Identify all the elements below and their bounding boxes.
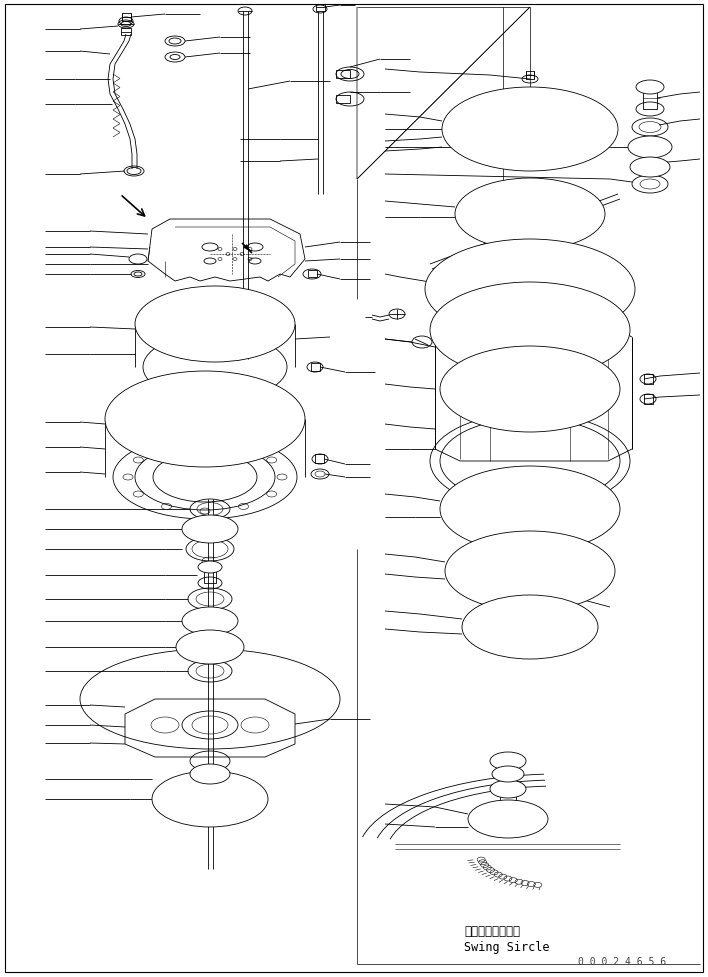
Ellipse shape (490, 781, 526, 798)
Ellipse shape (176, 630, 244, 664)
Ellipse shape (70, 645, 350, 754)
Text: 0 0 0 2 4 6 5 6: 0 0 0 2 4 6 5 6 (578, 956, 666, 966)
Bar (204, 568, 216, 583)
Bar (311, 363, 320, 371)
Ellipse shape (182, 608, 238, 635)
Bar (308, 271, 317, 277)
Bar (526, 72, 534, 80)
Ellipse shape (135, 329, 295, 405)
Ellipse shape (462, 595, 598, 659)
Text: スイングサークル: スイングサークル (464, 924, 520, 938)
Ellipse shape (468, 800, 548, 838)
Ellipse shape (152, 771, 268, 828)
Bar (644, 374, 653, 385)
Ellipse shape (105, 371, 305, 468)
Bar (336, 96, 350, 104)
Bar (122, 14, 131, 21)
Bar (557, 586, 565, 595)
Ellipse shape (190, 764, 230, 785)
Text: Swing Sircle: Swing Sircle (464, 941, 549, 954)
Ellipse shape (198, 562, 222, 573)
Bar (121, 29, 131, 36)
Ellipse shape (630, 158, 670, 178)
Ellipse shape (425, 239, 635, 340)
Bar (315, 454, 324, 463)
Bar (524, 124, 536, 136)
Ellipse shape (182, 516, 238, 543)
Ellipse shape (105, 432, 305, 524)
Ellipse shape (425, 411, 635, 512)
Ellipse shape (442, 88, 618, 172)
Bar (336, 71, 350, 79)
Polygon shape (244, 245, 250, 252)
Ellipse shape (636, 81, 664, 95)
Ellipse shape (440, 347, 620, 433)
Ellipse shape (440, 467, 620, 552)
Bar (316, 5, 325, 12)
Ellipse shape (492, 766, 524, 783)
Bar (643, 88, 657, 109)
Ellipse shape (455, 179, 605, 251)
Ellipse shape (445, 531, 615, 612)
Ellipse shape (430, 282, 630, 379)
Ellipse shape (135, 286, 295, 362)
Ellipse shape (628, 137, 672, 159)
Bar (644, 395, 653, 404)
